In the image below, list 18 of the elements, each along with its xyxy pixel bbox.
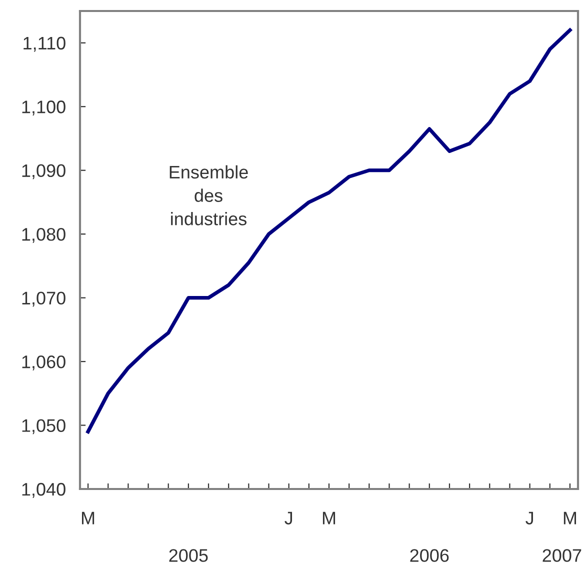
x-tick-label: M xyxy=(564,512,576,524)
x-tick-label: J xyxy=(526,512,533,524)
y-tick-label: 1,040 xyxy=(22,482,66,498)
y-tick-label: 1,090 xyxy=(22,164,66,180)
y-tick-label: 1,080 xyxy=(22,228,66,243)
y-tick-label: 1,070 xyxy=(22,292,66,307)
series-label: Ensemble des industries xyxy=(170,165,248,226)
x-tick-label: M xyxy=(82,512,94,524)
text: 2006 xyxy=(410,549,449,562)
y-tick-label: 1,100 xyxy=(22,100,66,116)
text: 2005 xyxy=(169,549,208,562)
text: 2007 xyxy=(542,549,582,562)
x-tick-label: M xyxy=(322,512,336,524)
y-tick-label: 1,110 xyxy=(24,36,66,52)
line-series xyxy=(86,28,572,434)
x-tick-label: J xyxy=(284,512,292,524)
y-tick-label: 1,060 xyxy=(22,355,66,370)
y-tick-label: 1,050 xyxy=(22,419,66,434)
